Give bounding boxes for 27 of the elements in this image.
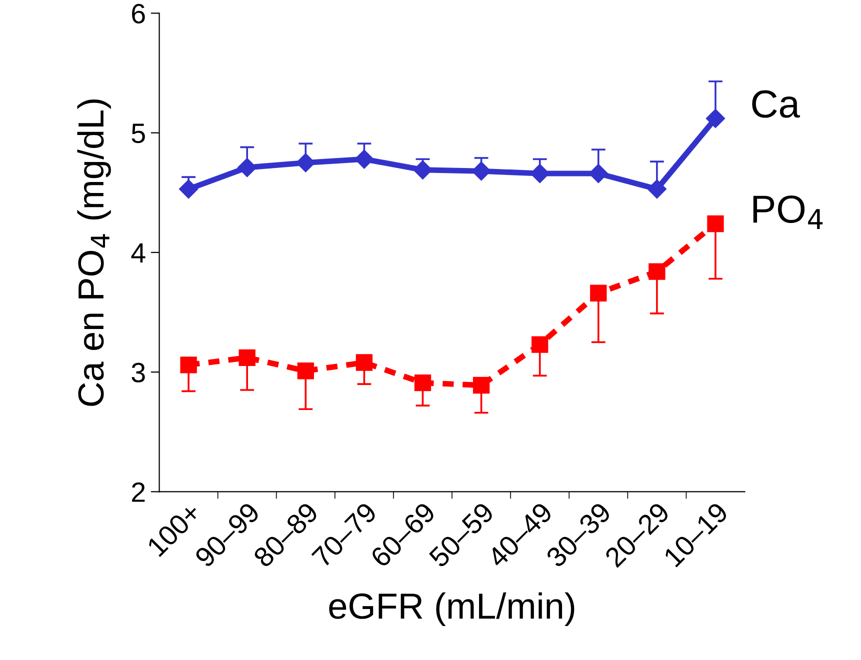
- point: [707, 215, 724, 232]
- point: [472, 376, 490, 394]
- y-tick-label: 3: [132, 362, 145, 382]
- point: [648, 263, 666, 280]
- point: [297, 362, 314, 380]
- point: [413, 160, 432, 180]
- point: [532, 336, 548, 353]
- point: [414, 374, 432, 392]
- y-tick-label: 2: [132, 482, 145, 502]
- y-tick-label: 6: [132, 4, 145, 24]
- point: [238, 158, 257, 178]
- series-label: Ca: [752, 90, 800, 118]
- point: [180, 356, 197, 374]
- point: [354, 150, 374, 169]
- point: [238, 349, 256, 366]
- x-axis-title: eGFR (mL/min): [329, 592, 574, 626]
- point: [179, 180, 198, 199]
- series-label: PO$_{4}$: [753, 195, 823, 229]
- y-axis-title: Ca en PO$_{4}$ (mg/dL): [77, 100, 111, 406]
- y-tick-label: 4: [131, 243, 146, 263]
- point: [530, 164, 550, 184]
- point: [356, 354, 373, 371]
- y-tick-label: 5: [132, 124, 145, 144]
- point: [647, 180, 666, 199]
- point: [590, 284, 607, 302]
- point: [296, 153, 316, 172]
- point: [706, 108, 726, 128]
